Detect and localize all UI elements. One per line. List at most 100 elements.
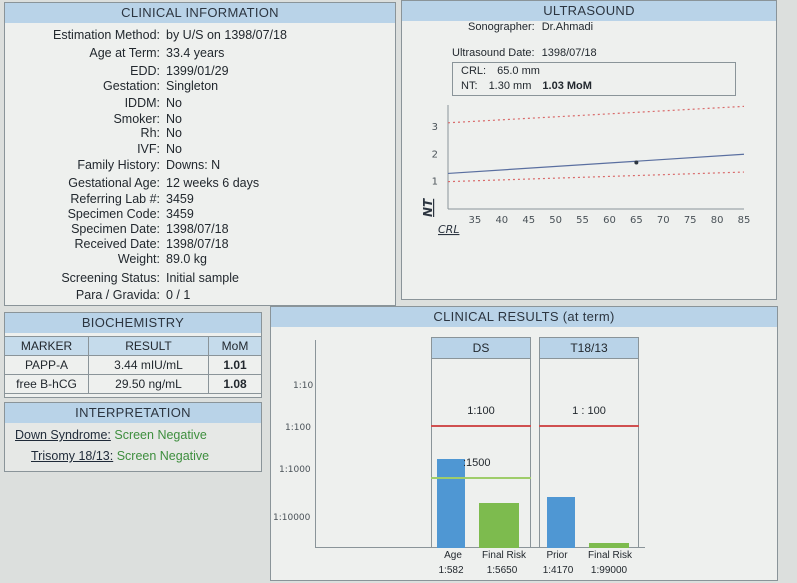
field-label: Referring Lab #: — [70, 192, 160, 206]
ds-column — [431, 357, 531, 548]
crl-value: 65.0 mm — [497, 65, 540, 77]
result-cell: 29.50 ng/mL — [88, 374, 209, 394]
x-tick-label: 35 — [469, 215, 482, 226]
field-value: Downs: N — [166, 158, 221, 172]
x-tick-label: 75 — [684, 215, 697, 226]
field-value: No — [166, 126, 182, 140]
interpretation-down-syndrome: Down Syndrome: Screen Negative — [15, 428, 207, 442]
field-value: 3459 — [166, 207, 194, 221]
y-tick-label: 1:10000 — [273, 513, 311, 523]
x-tick-label: 50 — [549, 215, 562, 226]
table-row: free B-hCG 29.50 ng/mL 1.08 — [4, 374, 262, 394]
mom-cell: 1.08 — [208, 374, 262, 394]
x-tick-label: 65 — [630, 215, 643, 226]
ds-age-risk-bar — [437, 459, 465, 548]
field-label: Gestation: — [103, 79, 160, 93]
trisomy-result: Screen Negative — [116, 449, 210, 463]
ultrasound-title: ULTRASOUND — [402, 1, 776, 21]
clinical-information-panel: CLINICAL INFORMATION Estimation Method: b… — [4, 2, 396, 306]
ultrasound-date-label: Ultrasound Date: — [452, 47, 535, 59]
column-header-result: RESULT — [88, 336, 209, 356]
down-syndrome-result: Screen Negative — [114, 428, 207, 442]
field-value: 1398/07/18 — [166, 237, 229, 251]
y-tick-label: 1 — [432, 177, 438, 188]
x-tick-label: 40 — [495, 215, 508, 226]
y-tick-label: 2 — [432, 149, 438, 160]
y-tick-label: 3 — [432, 122, 438, 133]
field-label: Received Date: — [74, 237, 160, 251]
nt-value: 1.30 mm — [488, 80, 532, 92]
median-line — [447, 153, 745, 175]
x-tick-label: 60 — [603, 215, 616, 226]
t18-prior-risk-bar — [547, 497, 575, 548]
ds-age-risk-label: :1500 — [463, 457, 491, 469]
t18-cutoff-label: 1 : 100 — [572, 405, 606, 417]
field-label: IDDM: — [124, 96, 160, 110]
field-label: Weight: — [117, 252, 160, 266]
field-label: Smoker: — [113, 112, 160, 126]
bar-value-ds-final: 1:5650 — [486, 565, 518, 576]
field-value: 3459 — [166, 192, 194, 206]
bar-label-t18-final: Final Risk — [588, 550, 632, 561]
clinical-information-title: CLINICAL INFORMATION — [5, 3, 395, 23]
biochemistry-table: MARKER RESULT MoM PAPP-A 3.44 mIU/mL 1.0… — [4, 336, 262, 394]
field-label: EDD: — [130, 64, 160, 78]
y-tick-label: 1:10 — [293, 381, 314, 391]
nt-mom-value: 1.03 MoM — [542, 80, 592, 92]
field-value: by U/S on 1398/07/18 — [166, 28, 287, 42]
field-label: Screening Status: — [61, 271, 160, 285]
clinical-results-panel: CLINICAL RESULTS (at term) 1:10 1:100 1:… — [270, 306, 778, 581]
crl-label: CRL: — [461, 65, 487, 77]
bar-label-age: Age — [444, 550, 462, 561]
field-value: Singleton — [166, 79, 219, 93]
field-value: No — [166, 112, 182, 126]
x-tick-label: 55 — [576, 215, 589, 226]
field-value: 89.0 kg — [166, 252, 208, 266]
field-value: No — [166, 96, 182, 110]
x-axis-label: CRL — [438, 223, 459, 236]
table-row: PAPP-A 3.44 mIU/mL 1.01 — [4, 355, 262, 375]
marker-cell: PAPP-A — [4, 355, 89, 375]
lower-limit-line — [447, 171, 745, 183]
field-value: 0 / 1 — [166, 288, 191, 302]
x-tick-label: 45 — [522, 215, 535, 226]
field-value: No — [166, 142, 182, 156]
field-label: Specimen Date: — [71, 222, 160, 236]
column-header-mom: MoM — [208, 336, 262, 356]
biochemistry-header-row: MARKER RESULT MoM — [4, 336, 262, 356]
field-label: Rh: — [140, 126, 160, 140]
field-value: Initial sample — [166, 271, 239, 285]
upper-limit-line — [447, 105, 745, 124]
marker-cell: free B-hCG — [4, 374, 89, 394]
t18-cutoff-line — [539, 425, 639, 427]
interpretation-panel: INTERPRETATION Down Syndrome: Screen Neg… — [4, 402, 262, 472]
bar-value-t18-final: 1:99000 — [590, 565, 628, 576]
ultrasound-date-row: Ultrasound Date: 1398/07/18 — [452, 47, 597, 59]
t18-column — [539, 357, 639, 548]
field-label: Family History: — [77, 158, 160, 172]
ultrasound-panel: ULTRASOUND Sonographer: Dr.Ahmadi Ultras… — [401, 0, 777, 300]
field-label: Estimation Method: — [53, 28, 160, 42]
biochemistry-title: BIOCHEMISTRY — [5, 313, 261, 333]
ds-column-header: DS — [431, 337, 531, 359]
result-cell: 3.44 mIU/mL — [88, 355, 209, 375]
t18-column-header: T18/13 — [539, 337, 639, 359]
field-value: 12 weeks 6 days — [166, 176, 260, 190]
clinical-information-fields: Estimation Method: by U/S on 1398/07/18 Ag… — [5, 3, 397, 307]
field-label: IVF: — [137, 142, 160, 156]
trisomy-label: Trisomy 18/13: — [31, 449, 114, 463]
clinical-results-title: CLINICAL RESULTS (at term) — [271, 307, 777, 327]
interpretation-title: INTERPRETATION — [5, 403, 261, 423]
column-header-marker: MARKER — [4, 336, 89, 356]
x-tick-label: 85 — [738, 215, 751, 226]
sonographer-label: Sonographer: — [468, 21, 535, 33]
bar-label-ds-final: Final Risk — [482, 550, 526, 561]
field-label: Age at Term: — [89, 46, 160, 60]
ds-age-risk-line — [431, 477, 531, 479]
patient-nt-point — [634, 160, 639, 165]
ultrasound-date-value: 1398/07/18 — [541, 47, 597, 59]
bar-value-prior: 1:4170 — [542, 565, 574, 576]
measurement-box: CRL: 65.0 mm NT: 1.30 mm 1.03 MoM — [452, 62, 736, 96]
x-tick-label: 70 — [657, 215, 670, 226]
